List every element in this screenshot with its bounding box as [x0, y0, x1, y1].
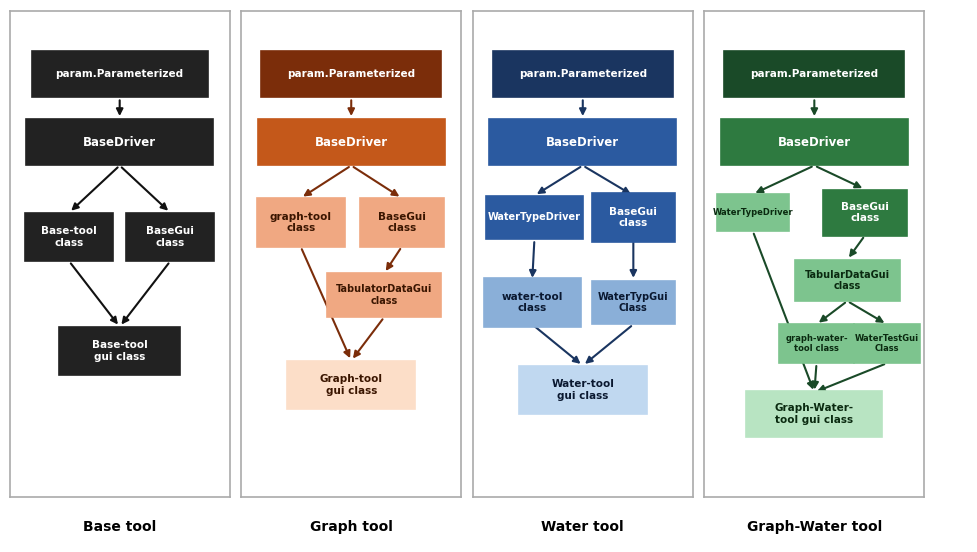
Text: Water tool: Water tool: [541, 520, 624, 534]
Text: BaseDriver: BaseDriver: [778, 136, 851, 148]
Text: WaterTypeDriver: WaterTypeDriver: [712, 208, 793, 217]
FancyBboxPatch shape: [31, 51, 208, 97]
FancyBboxPatch shape: [360, 198, 444, 247]
Text: Base-tool
gui class: Base-tool gui class: [92, 340, 148, 362]
Text: Graph-tool
gui class: Graph-tool gui class: [319, 374, 383, 396]
Text: Graph tool: Graph tool: [310, 520, 393, 534]
FancyBboxPatch shape: [258, 119, 445, 165]
Text: TabularDataGui
class: TabularDataGui class: [805, 270, 890, 291]
FancyBboxPatch shape: [487, 195, 583, 240]
FancyBboxPatch shape: [746, 391, 882, 437]
Text: Graph-Water tool: Graph-Water tool: [746, 520, 882, 534]
FancyBboxPatch shape: [60, 327, 180, 375]
FancyBboxPatch shape: [780, 325, 854, 363]
Text: param.Parameterized: param.Parameterized: [519, 69, 647, 79]
FancyBboxPatch shape: [716, 194, 789, 231]
Text: BaseDriver: BaseDriver: [546, 136, 619, 148]
Text: BaseGui
class: BaseGui class: [841, 202, 889, 224]
FancyBboxPatch shape: [257, 198, 345, 247]
Text: param.Parameterized: param.Parameterized: [287, 69, 415, 79]
Text: BaseDriver: BaseDriver: [315, 136, 388, 148]
FancyBboxPatch shape: [484, 278, 580, 327]
FancyBboxPatch shape: [519, 365, 647, 414]
FancyBboxPatch shape: [721, 119, 908, 165]
FancyBboxPatch shape: [25, 213, 113, 261]
Text: BaseGui
class: BaseGui class: [610, 206, 658, 229]
Text: Water-tool
gui class: Water-tool gui class: [551, 379, 615, 401]
Text: Base tool: Base tool: [83, 520, 156, 534]
FancyBboxPatch shape: [592, 193, 675, 242]
Text: water-tool
class: water-tool class: [501, 291, 563, 314]
FancyBboxPatch shape: [26, 119, 213, 165]
Text: graph-water-
tool class: graph-water- tool class: [786, 334, 848, 353]
FancyBboxPatch shape: [492, 51, 673, 97]
Text: WaterTypeDriver: WaterTypeDriver: [488, 213, 581, 222]
FancyBboxPatch shape: [592, 280, 675, 325]
FancyBboxPatch shape: [823, 189, 907, 236]
FancyBboxPatch shape: [287, 361, 415, 410]
FancyBboxPatch shape: [854, 325, 920, 363]
Text: BaseDriver: BaseDriver: [83, 136, 156, 148]
Text: BaseGui
class: BaseGui class: [147, 226, 194, 248]
Text: graph-tool
class: graph-tool class: [270, 211, 331, 233]
Text: WaterTestGui
Class: WaterTestGui Class: [855, 334, 919, 353]
Text: WaterTypGui
Class: WaterTypGui Class: [598, 291, 668, 314]
Text: TabulatorDataGui
class: TabulatorDataGui class: [336, 284, 433, 306]
Text: Graph-Water-
tool gui class: Graph-Water- tool gui class: [775, 404, 854, 425]
Text: BaseGui
class: BaseGui class: [378, 211, 426, 233]
Text: param.Parameterized: param.Parameterized: [750, 69, 878, 79]
FancyBboxPatch shape: [489, 119, 676, 165]
FancyBboxPatch shape: [724, 51, 905, 97]
Text: param.Parameterized: param.Parameterized: [56, 69, 184, 79]
FancyBboxPatch shape: [794, 260, 900, 301]
Text: Base-tool
class: Base-tool class: [41, 226, 97, 248]
FancyBboxPatch shape: [327, 273, 442, 317]
FancyBboxPatch shape: [261, 51, 442, 97]
FancyBboxPatch shape: [126, 213, 214, 261]
